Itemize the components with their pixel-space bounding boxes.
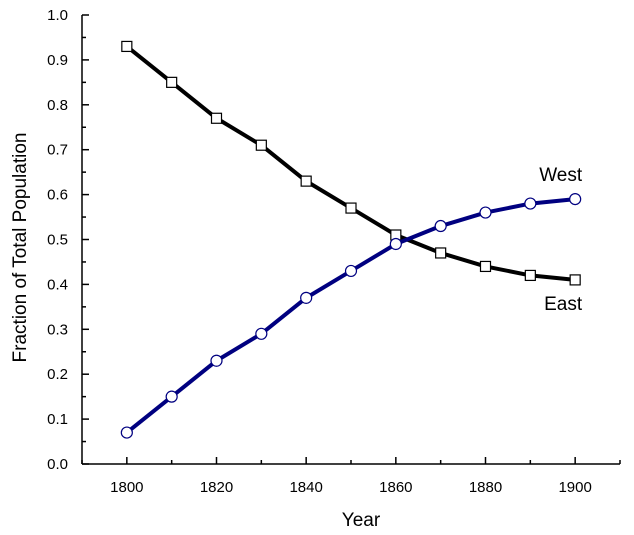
data-point-circle — [434, 219, 447, 233]
data-point-circle — [389, 237, 402, 251]
data-point-square — [569, 274, 581, 286]
y-tick-label: 0.1 — [47, 411, 68, 428]
y-tick-label: 0.7 — [47, 142, 68, 159]
series-line-west — [125, 197, 576, 435]
data-point-square — [300, 175, 312, 187]
series-east — [121, 40, 581, 286]
data-point-circle — [165, 390, 178, 403]
y-tick-label: 0.8 — [47, 97, 68, 114]
y-tick-label: 0.6 — [47, 187, 68, 204]
data-point-circle — [300, 291, 313, 304]
series-label-west: West — [539, 165, 583, 186]
data-point-circle — [210, 354, 223, 367]
x-tick-label: 1800 — [110, 479, 143, 496]
y-axis-title: Fraction of Total Population — [10, 133, 31, 363]
y-tick-label: 0.9 — [47, 52, 68, 69]
data-point-square — [524, 269, 536, 282]
axes: 0.0 0.1 0.2 0.3 0.4 0.5 0.6 0.7 0.8 0.9 1.0 1800 182… — [47, 7, 621, 496]
y-tick-label: 0.2 — [47, 366, 68, 383]
data-point-circle — [255, 327, 268, 340]
series-layer — [120, 40, 582, 439]
series-line-east — [125, 44, 576, 282]
data-point-square — [435, 247, 447, 259]
x-tick-label: 1820 — [200, 479, 233, 496]
y-tick-label: 0.5 — [47, 232, 68, 249]
data-point-square — [121, 40, 133, 53]
data-point-square — [210, 112, 223, 124]
y-tick-label: 0.0 — [47, 456, 68, 473]
x-axis-title: Year — [342, 510, 381, 531]
series-label-east: East — [544, 294, 583, 315]
y-tick-label: 0.4 — [47, 276, 68, 293]
y-tick-label: 0.3 — [47, 321, 68, 338]
x-tick-label: 1880 — [469, 479, 502, 496]
x-tick-label: 1900 — [558, 479, 591, 496]
x-tick-label: 1860 — [379, 479, 412, 496]
data-point-square — [255, 139, 267, 151]
data-point-circle — [524, 197, 537, 210]
data-point-square — [479, 260, 492, 273]
data-point-circle — [120, 426, 133, 439]
data-point-circle — [479, 206, 492, 219]
y-tick-label: 1.0 — [47, 7, 68, 24]
data-point-circle — [344, 264, 358, 278]
data-point-square — [345, 202, 357, 214]
series-west — [120, 192, 582, 439]
x-tick-label: 1840 — [289, 479, 322, 496]
data-point-circle — [569, 192, 582, 206]
labels-layer: Year Fraction of Total Population East West — [10, 133, 583, 531]
data-point-square — [166, 76, 178, 88]
